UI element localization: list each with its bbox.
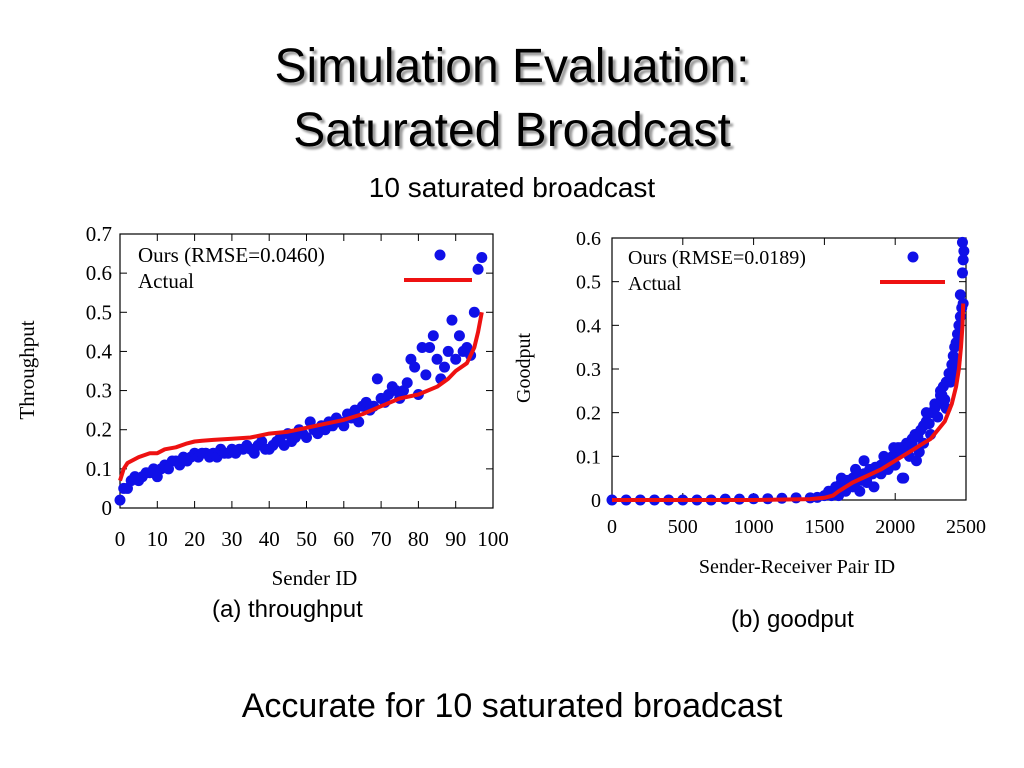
data-point [858,455,870,467]
caption-goodput: (b) goodput [731,606,854,633]
data-point [472,263,484,275]
data-point [910,455,922,467]
x-tick-label: 100 [477,527,509,551]
x-tick-label: 10 [147,527,168,551]
data-point [956,236,968,248]
data-point [401,377,413,389]
y-tick-label: 0.2 [576,403,601,425]
x-tick-label: 40 [259,527,280,551]
data-point [898,472,910,484]
data-point [932,411,944,423]
x-tick-label: 80 [408,527,429,551]
data-point [442,345,454,357]
data-point [468,306,480,318]
data-point [936,389,948,401]
y-axis-label: Goodput [513,333,535,403]
data-point [835,472,847,484]
data-point [450,353,462,365]
data-point [957,254,969,266]
x-tick-label: 90 [445,527,466,551]
legend-marker-ours [434,249,446,261]
y-tick-label: 0.2 [86,418,112,442]
data-point [431,353,443,365]
legend-label-ours: Ours (RMSE=0.0189) [628,247,806,269]
y-tick-label: 0 [591,490,601,512]
data-point [944,376,956,388]
data-point [850,463,862,475]
y-tick-label: 0.1 [86,457,112,481]
data-point [409,361,421,373]
data-point [453,330,465,342]
actual-line [118,311,484,482]
data-point [950,337,962,349]
slide-title-line-2: Saturated Broadcast [293,104,731,157]
data-point [338,420,350,432]
legend-label-ours: Ours (RMSE=0.0460) [138,243,325,267]
y-tick-label: 0 [102,496,113,520]
x-axis-label: Sender-Receiver Pair ID [699,556,895,578]
ours-points [114,251,488,506]
actual-line [612,303,966,502]
data-point [888,442,900,454]
x-tick-label: 500 [668,516,698,538]
x-tick-label: 2000 [875,516,915,538]
data-point [371,373,383,385]
x-tick-label: 1500 [804,516,844,538]
y-tick-label: 0.1 [576,446,601,468]
y-tick-label: 0.6 [86,261,112,285]
x-tick-label: 2500 [946,516,986,538]
data-point [956,267,968,279]
data-point [301,432,312,444]
data-point [906,437,918,449]
data-point [929,398,941,410]
slide-title-line-1: Simulation Evaluation: [274,40,750,93]
data-point [114,494,126,506]
data-point [476,251,488,263]
throughput-chart: 0 10 20 30 40 50 60 70 80 90 100 0 0.1 0.2 0.3 0.4 0.5 0.… [15,222,509,590]
x-tick-label: 60 [333,527,354,551]
x-tick-label: 30 [221,527,242,551]
x-tick-label: 20 [184,527,205,551]
data-point [446,314,458,326]
slide-subtitle: 10 saturated broadcast [368,172,656,203]
y-axis-label: Throughput [15,320,39,419]
caption-throughput: (a) throughput [212,596,363,623]
data-point [854,485,866,497]
legend-marker-ours [907,251,919,263]
data-point [920,407,932,419]
legend-label-actual: Actual [138,269,194,293]
data-point [427,330,439,342]
x-tick-label: 0 [115,527,126,551]
data-point [439,361,451,373]
data-point [420,369,432,381]
y-tick-label: 0.6 [576,228,601,250]
data-point [424,342,436,354]
data-point [954,289,966,301]
y-tick-label: 0.4 [576,315,601,337]
y-tick-label: 0.4 [86,339,113,363]
legend-label-actual: Actual [628,273,682,295]
x-tick-label: 50 [296,527,317,551]
data-point [923,418,935,430]
data-point [868,481,880,493]
data-point [958,245,970,257]
y-tick-label: 0.3 [576,359,601,381]
data-point [353,416,365,428]
slide-footer: Accurate for 10 saturated broadcast [241,687,783,725]
data-point [878,450,890,462]
x-tick-label: 70 [371,527,392,551]
x-tick-label: 0 [607,516,617,538]
x-axis-label: Sender ID [272,566,358,590]
y-tick-label: 0.7 [86,222,112,246]
y-tick-label: 0.5 [86,300,112,324]
x-tick-label: 1000 [734,516,774,538]
y-tick-label: 0.3 [86,379,112,403]
goodput-chart: 0 500 1000 1500 2000 2500 0 0.1 0.2 0.3 0.4 0.5 0.6 S… [513,228,986,578]
y-tick-label: 0.5 [576,272,601,294]
